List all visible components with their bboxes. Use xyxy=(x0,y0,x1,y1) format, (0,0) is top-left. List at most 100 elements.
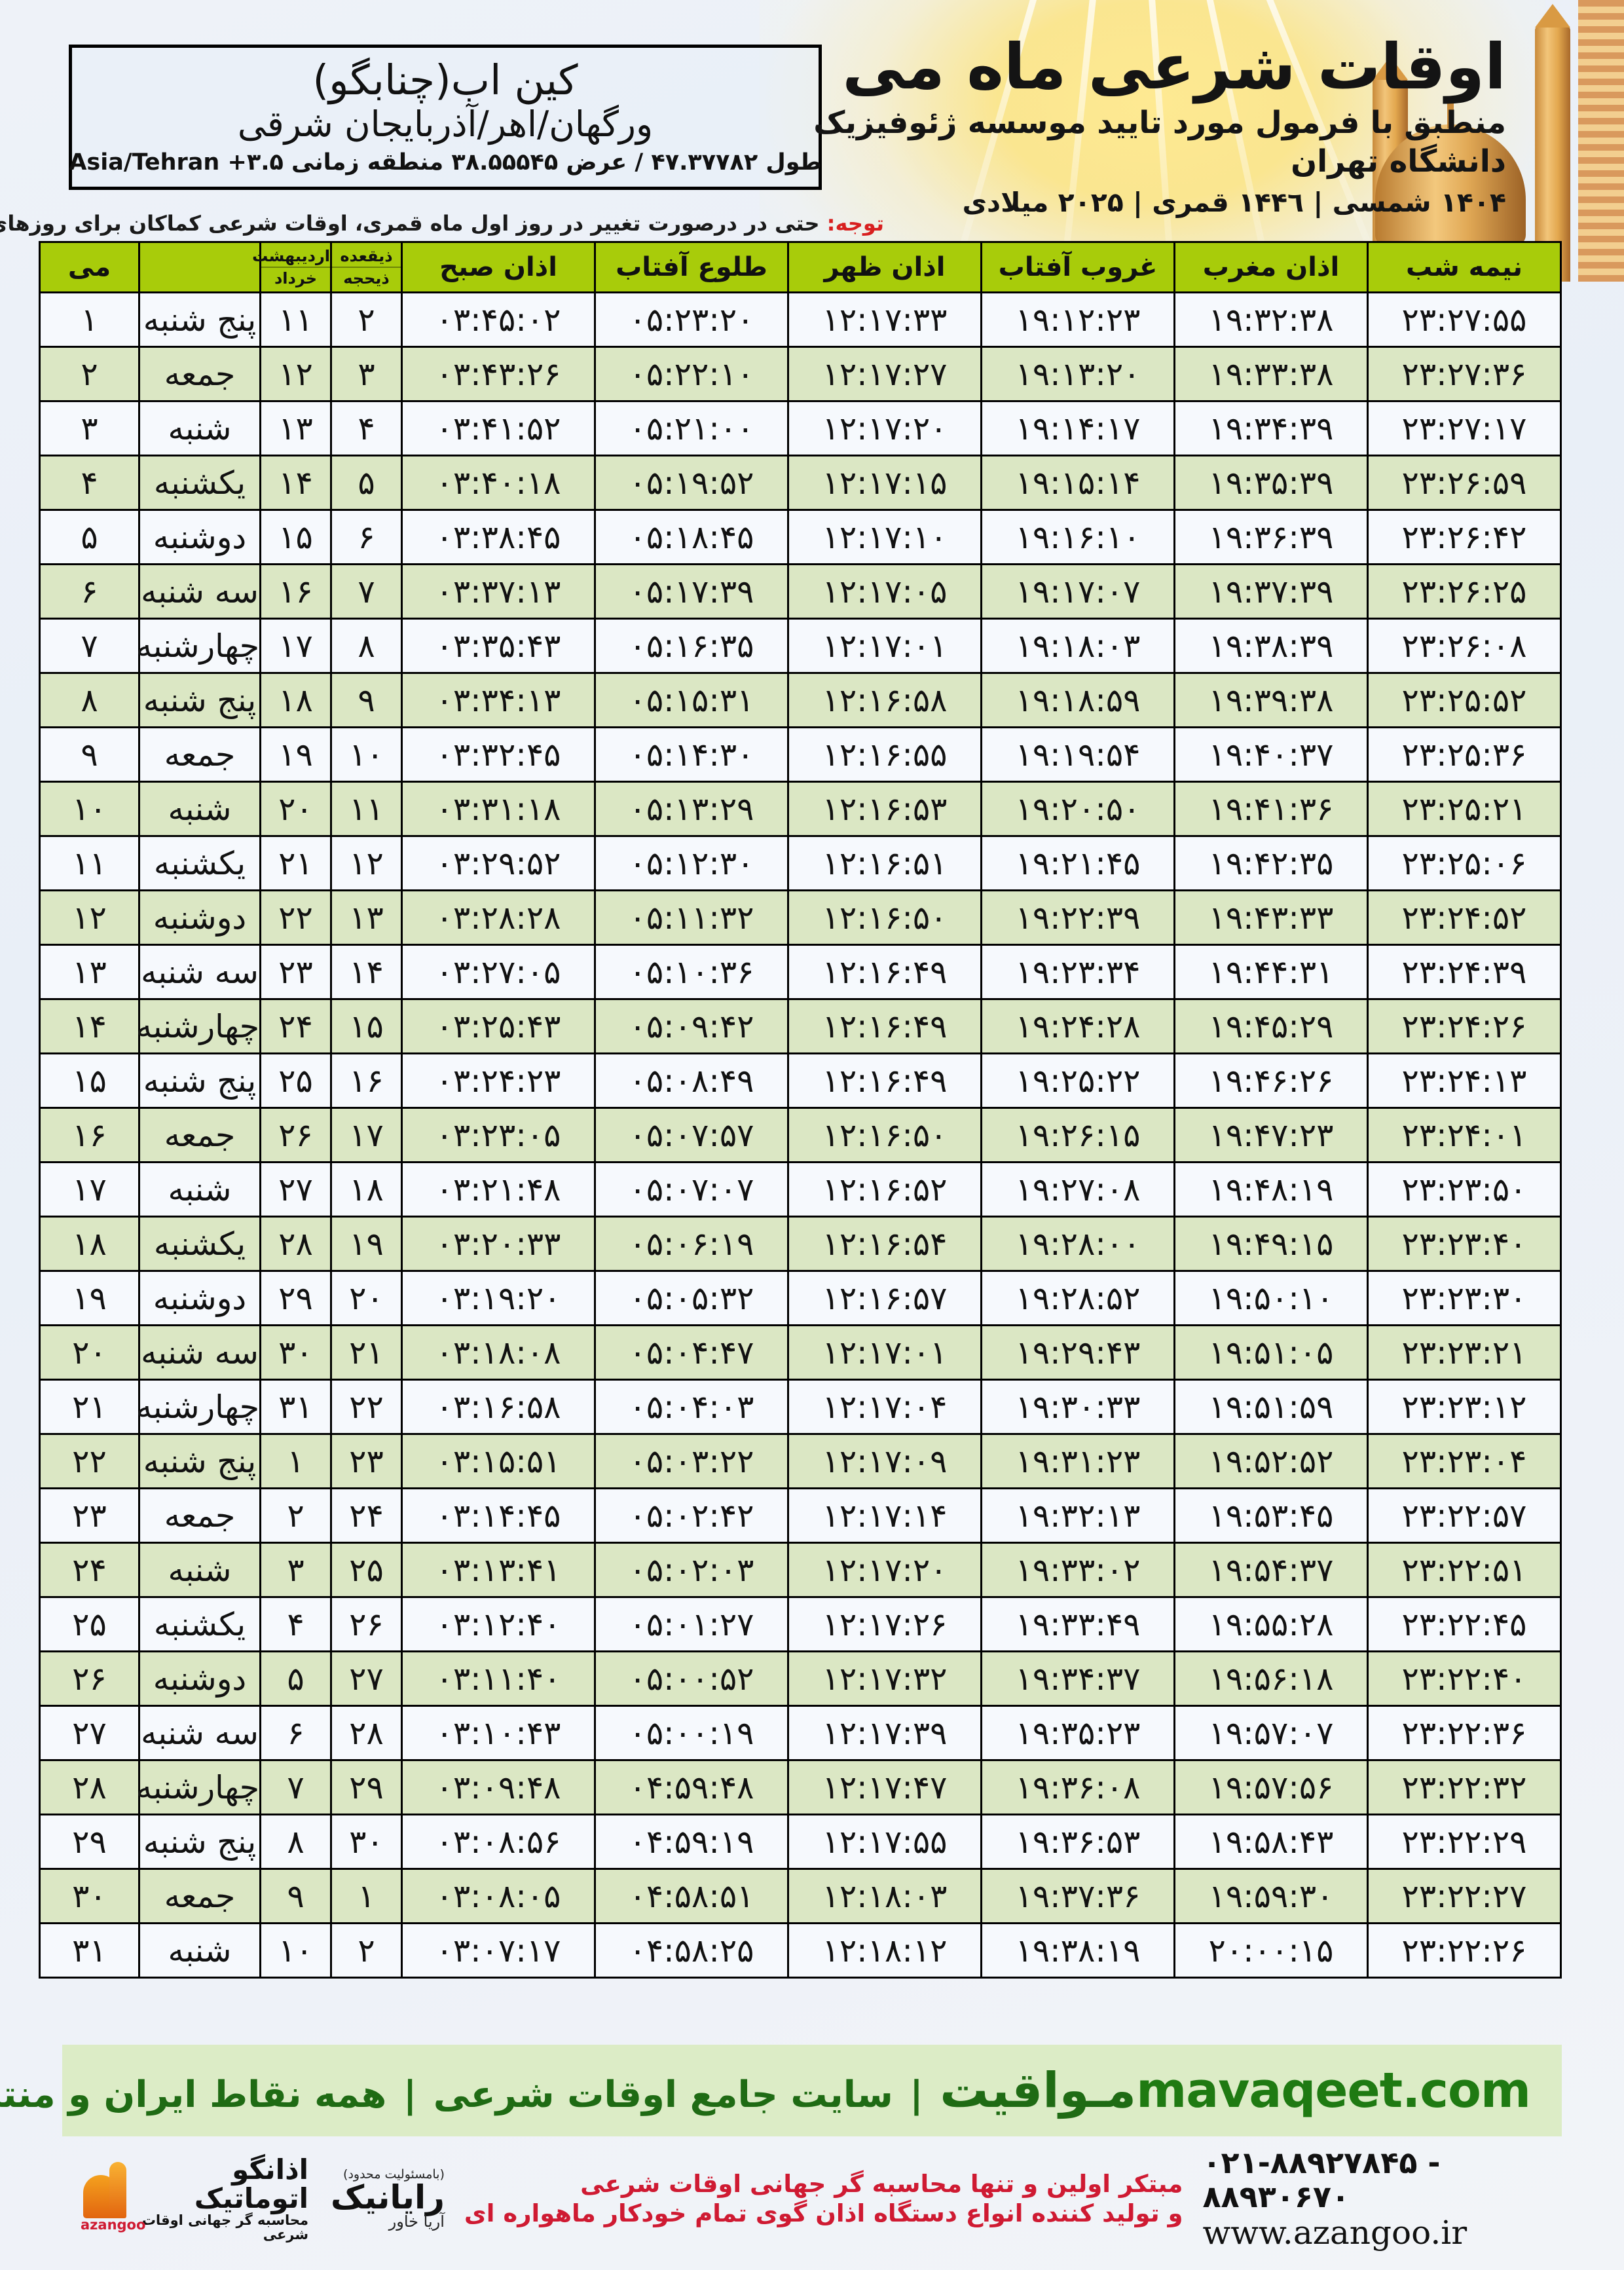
cell-maghrib: ۱۹:۵۲:۵۲ xyxy=(1173,1433,1369,1489)
cell-dhuhr: ۱۲:۱۷:۳۲ xyxy=(787,1650,982,1707)
cell-shamsi: ۲۸ xyxy=(259,1216,332,1272)
prayer-times-table-wrap: نیمه شب اذان مغرب غروب آفتاب اذان ظهر طل… xyxy=(39,241,1562,1979)
cell-midnight: ۲۳:۲۵:۵۲ xyxy=(1367,672,1562,728)
cell-fajr: ۰۳:۳۵:۴۳ xyxy=(401,618,596,674)
cell-sunset: ۱۹:۲۰:۵۰ xyxy=(980,781,1175,837)
table-row: ۲۳:۲۷:۱۷ ۱۹:۳۴:۳۹ ۱۹:۱۴:۱۷ ۱۲:۱۷:۲۰ ۰۵:۲۱:۰۰… xyxy=(39,400,1562,456)
table-row: ۲۳:۲۲:۵۱ ۱۹:۵۴:۳۷ ۱۹:۳۳:۰۲ ۱۲:۱۷:۲۰ ۰۵:۰۲:۰۳… xyxy=(39,1542,1562,1598)
cell-day: ۱۲ xyxy=(39,889,140,946)
cell-shamsi: ۱۳ xyxy=(259,400,332,456)
cell-shamsi: ۹ xyxy=(259,1868,332,1924)
cell-hijri: ۱۹ xyxy=(330,1216,403,1272)
table-row: ۲۳:۲۵:۳۶ ۱۹:۴۰:۳۷ ۱۹:۱۹:۵۴ ۱۲:۱۶:۵۵ ۰۵:۱۴:۳۰… xyxy=(39,726,1562,783)
footer-url[interactable]: www.azangoo.ir xyxy=(1202,2213,1467,2252)
cell-sunset: ۱۹:۳۱:۲۳ xyxy=(980,1433,1175,1489)
cell-midnight: ۲۳:۲۲:۲۹ xyxy=(1367,1814,1562,1870)
cell-day: ۳۰ xyxy=(39,1868,140,1924)
cell-midnight: ۲۳:۲۴:۳۹ xyxy=(1367,944,1562,1000)
cell-sunrise: ۰۵:۲۳:۲۰ xyxy=(594,291,789,348)
cell-fajr: ۰۳:۰۹:۴۸ xyxy=(401,1759,596,1815)
cell-sunset: ۱۹:۳۳:۴۹ xyxy=(980,1596,1175,1652)
cell-maghrib: ۱۹:۴۸:۱۹ xyxy=(1173,1161,1369,1218)
cell-day: ۳۱ xyxy=(39,1922,140,1979)
title-block: اوقات شرعی ماه می منطبق با فرمول مورد تا… xyxy=(753,34,1507,220)
cell-shamsi: ۲۷ xyxy=(259,1161,332,1218)
cell-sunset: ۱۹:۱۲:۲۳ xyxy=(980,291,1175,348)
cell-dayname: سه شنبه xyxy=(138,563,261,620)
cell-fajr: ۰۳:۱۵:۵۱ xyxy=(401,1433,596,1489)
cell-sunset: ۱۹:۳۸:۱۹ xyxy=(980,1922,1175,1979)
cell-midnight: ۲۳:۲۵:۲۱ xyxy=(1367,781,1562,837)
footer-brand-sep-2: | xyxy=(403,2074,417,2116)
cell-dhuhr: ۱۲:۱۷:۰۱ xyxy=(787,618,982,674)
cell-dhuhr: ۱۲:۱۶:۵۳ xyxy=(787,781,982,837)
table-row: ۲۳:۲۵:۰۶ ۱۹:۴۲:۳۵ ۱۹:۲۱:۴۵ ۱۲:۱۶:۵۱ ۰۵:۱۲:۳۰… xyxy=(39,835,1562,891)
cell-midnight: ۲۳:۲۶:۲۵ xyxy=(1367,563,1562,620)
cell-sunrise: ۰۵:۱۹:۵۲ xyxy=(594,455,789,511)
footer-site-url[interactable]: mavaqeet.com xyxy=(1136,2062,1531,2119)
cell-fajr: ۰۳:۱۶:۵۸ xyxy=(401,1379,596,1435)
cell-dayname: دوشنبه xyxy=(138,1270,261,1326)
cell-sunset: ۱۹:۲۴:۲۸ xyxy=(980,998,1175,1054)
cell-day: ۶ xyxy=(39,563,140,620)
cell-fajr: ۰۳:۰۸:۰۵ xyxy=(401,1868,596,1924)
cell-day: ۹ xyxy=(39,726,140,783)
cell-dayname: سه شنبه xyxy=(138,944,261,1000)
cell-dhuhr: ۱۲:۱۷:۲۰ xyxy=(787,1542,982,1598)
cell-sunset: ۱۹:۲۳:۳۴ xyxy=(980,944,1175,1000)
cell-hijri: ۵ xyxy=(330,455,403,511)
cell-dayname: پنج شنبه xyxy=(138,291,261,348)
cell-maghrib: ۱۹:۵۷:۵۶ xyxy=(1173,1759,1369,1815)
header-hijri-top: ذیقعده xyxy=(332,248,401,268)
header-sunrise: طلوع آفتاب xyxy=(594,241,789,293)
cell-day: ۲۸ xyxy=(39,1759,140,1815)
header-dayname xyxy=(138,241,261,293)
cell-day: ۱۳ xyxy=(39,944,140,1000)
cell-dhuhr: ۱۲:۱۷:۰۴ xyxy=(787,1379,982,1435)
cell-hijri: ۲۱ xyxy=(330,1324,403,1381)
cell-sunset: ۱۹:۳۶:۰۸ xyxy=(980,1759,1175,1815)
footer-tagline-line1: مبتکر اولین و تنها محاسبه گر جهانی اوقات… xyxy=(580,2169,1183,2198)
cell-hijri: ۱۵ xyxy=(330,998,403,1054)
cell-shamsi: ۸ xyxy=(259,1814,332,1870)
cell-dayname: پنج شنبه xyxy=(138,1433,261,1489)
cell-hijri: ۲۳ xyxy=(330,1433,403,1489)
table-row: ۲۳:۲۶:۲۵ ۱۹:۳۷:۳۹ ۱۹:۱۷:۰۷ ۱۲:۱۷:۰۵ ۰۵:۱۷:۳۹… xyxy=(39,563,1562,620)
cell-dayname: چهارشنبه xyxy=(136,618,261,674)
cell-hijri: ۱۴ xyxy=(330,944,403,1000)
footer-brand: مـواقیت | سایت جامع اوقات شرعی | همه نقا… xyxy=(0,2062,1136,2119)
cell-dayname: شنبه xyxy=(138,400,261,456)
cell-shamsi: ۱۶ xyxy=(259,563,332,620)
cell-shamsi: ۱۰ xyxy=(259,1922,332,1979)
cell-midnight: ۲۳:۲۴:۵۲ xyxy=(1367,889,1562,946)
cell-midnight: ۲۳:۲۲:۵۷ xyxy=(1367,1487,1562,1544)
cell-shamsi: ۲۵ xyxy=(259,1052,332,1109)
cell-midnight: ۲۳:۲۲:۵۱ xyxy=(1367,1542,1562,1598)
cell-fajr: ۰۳:۴۳:۲۶ xyxy=(401,346,596,402)
cell-midnight: ۲۳:۲۴:۱۳ xyxy=(1367,1052,1562,1109)
cell-sunrise: ۰۵:۱۵:۳۱ xyxy=(594,672,789,728)
cell-sunset: ۱۹:۲۲:۳۹ xyxy=(980,889,1175,946)
cell-shamsi: ۱۹ xyxy=(259,726,332,783)
table-header-row: نیمه شب اذان مغرب غروب آفتاب اذان ظهر طل… xyxy=(39,241,1562,293)
cell-shamsi: ۲۲ xyxy=(259,889,332,946)
table-row: ۲۳:۲۲:۳۲ ۱۹:۵۷:۵۶ ۱۹:۳۶:۰۸ ۱۲:۱۷:۴۷ ۰۴:۵۹:۴۸… xyxy=(39,1759,1562,1815)
table-row: ۲۳:۲۴:۲۶ ۱۹:۴۵:۲۹ ۱۹:۲۴:۲۸ ۱۲:۱۶:۴۹ ۰۵:۰۹:۴۲… xyxy=(39,998,1562,1054)
cell-sunset: ۱۹:۳۰:۳۳ xyxy=(980,1379,1175,1435)
cell-fajr: ۰۳:۳۸:۴۵ xyxy=(401,509,596,565)
cell-maghrib: ۱۹:۵۰:۱۰ xyxy=(1173,1270,1369,1326)
footer-green-band: mavaqeet.com مـواقیت | سایت جامع اوقات ش… xyxy=(0,2045,1562,2136)
table-row: ۲۳:۲۷:۳۶ ۱۹:۳۳:۳۸ ۱۹:۱۳:۲۰ ۱۲:۱۷:۲۷ ۰۵:۲۲:۱۰… xyxy=(39,346,1562,402)
cell-shamsi: ۲۹ xyxy=(259,1270,332,1326)
cell-dhuhr: ۱۲:۱۷:۰۹ xyxy=(787,1433,982,1489)
cell-maghrib: ۱۹:۵۴:۳۷ xyxy=(1173,1542,1369,1598)
table-row: ۲۳:۲۵:۲۱ ۱۹:۴۱:۳۶ ۱۹:۲۰:۵۰ ۱۲:۱۶:۵۳ ۰۵:۱۳:۲۹… xyxy=(39,781,1562,837)
cell-fajr: ۰۳:۲۷:۰۵ xyxy=(401,944,596,1000)
cell-dhuhr: ۱۲:۱۷:۱۰ xyxy=(787,509,982,565)
cell-shamsi: ۲۳ xyxy=(259,944,332,1000)
cell-day: ۵ xyxy=(39,509,140,565)
cell-dhuhr: ۱۲:۱۸:۱۲ xyxy=(787,1922,982,1979)
cell-maghrib: ۱۹:۵۱:۰۵ xyxy=(1173,1324,1369,1381)
azangoo-logo-sub: محاسبه گر جهانی اوقات شرعی xyxy=(141,2212,309,2243)
table-row: ۲۳:۲۳:۵۰ ۱۹:۴۸:۱۹ ۱۹:۲۷:۰۸ ۱۲:۱۶:۵۲ ۰۵:۰۷:۰۷… xyxy=(39,1161,1562,1218)
